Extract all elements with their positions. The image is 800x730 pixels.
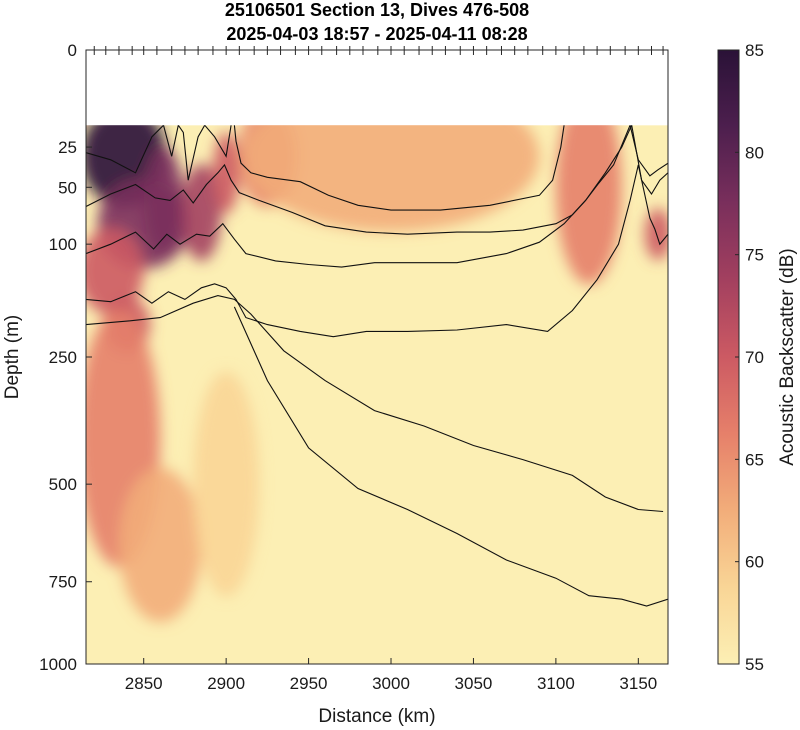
y-tick-label: 50 (58, 178, 77, 197)
x-tick-label: 3100 (537, 674, 575, 693)
colorbar-tick-label: 80 (745, 143, 764, 162)
x-axis: 2850 2900 2950 3000 3050 3100 3150 (125, 658, 657, 693)
backscatter-hotspot (143, 146, 184, 255)
contour-line (86, 295, 664, 513)
colorbar-tick-label: 65 (745, 450, 764, 469)
backscatter-hotspot (86, 227, 144, 315)
x-tick-label: 2900 (207, 674, 245, 693)
colorbar-label: Acoustic Backscatter (dB) (777, 248, 798, 466)
dive-markers (93, 46, 664, 55)
y-tick-label: 250 (49, 348, 77, 367)
y-axis-label: Depth (m) (2, 315, 23, 399)
contour-line (233, 125, 565, 211)
contour-line (86, 123, 668, 235)
colorbar-tick-label: 70 (745, 348, 764, 367)
contour-line (233, 306, 668, 607)
plot-area (86, 50, 668, 664)
backscatter-hotspot (193, 371, 260, 597)
chart-title: 25106501 Section 13, Dives 476-508 (225, 0, 529, 20)
x-tick-label: 2950 (290, 674, 328, 693)
x-tick-label: 3150 (619, 674, 657, 693)
colorbar-tick-label: 85 (745, 41, 764, 60)
x-tick-label: 3000 (372, 674, 410, 693)
contour-line (86, 123, 232, 181)
contour-line (86, 123, 668, 268)
y-tick-label: 25 (58, 138, 77, 157)
y-tick-label: 1000 (39, 655, 77, 674)
contour-lines (86, 123, 668, 607)
backscatter-hotspot (118, 467, 202, 623)
contour-line (86, 164, 668, 338)
backscatter-hotspot (212, 132, 240, 214)
x-tick-label: 3050 (455, 674, 493, 693)
colorbar-tick-label: 55 (745, 655, 764, 674)
y-axis: 0 25 50 100 250 500 750 1000 (39, 41, 92, 674)
x-axis-label: Distance (km) (318, 706, 435, 727)
chart-subtitle: 2025-04-03 18:57 - 2025-04-11 08:28 (226, 24, 527, 44)
colorbar-tick-label: 75 (745, 246, 764, 265)
y-tick-label: 500 (49, 475, 77, 494)
backscatter-hotspot (555, 90, 622, 285)
colorbar-tick-label: 60 (745, 553, 764, 572)
y-tick-label: 0 (68, 41, 77, 60)
no-data-band (86, 50, 668, 126)
y-tick-label: 100 (49, 235, 77, 254)
y-tick-label: 750 (49, 573, 77, 592)
x-tick-label: 2850 (125, 674, 163, 693)
colorbar-ticks: 55 60 65 70 75 80 85 (735, 41, 764, 674)
